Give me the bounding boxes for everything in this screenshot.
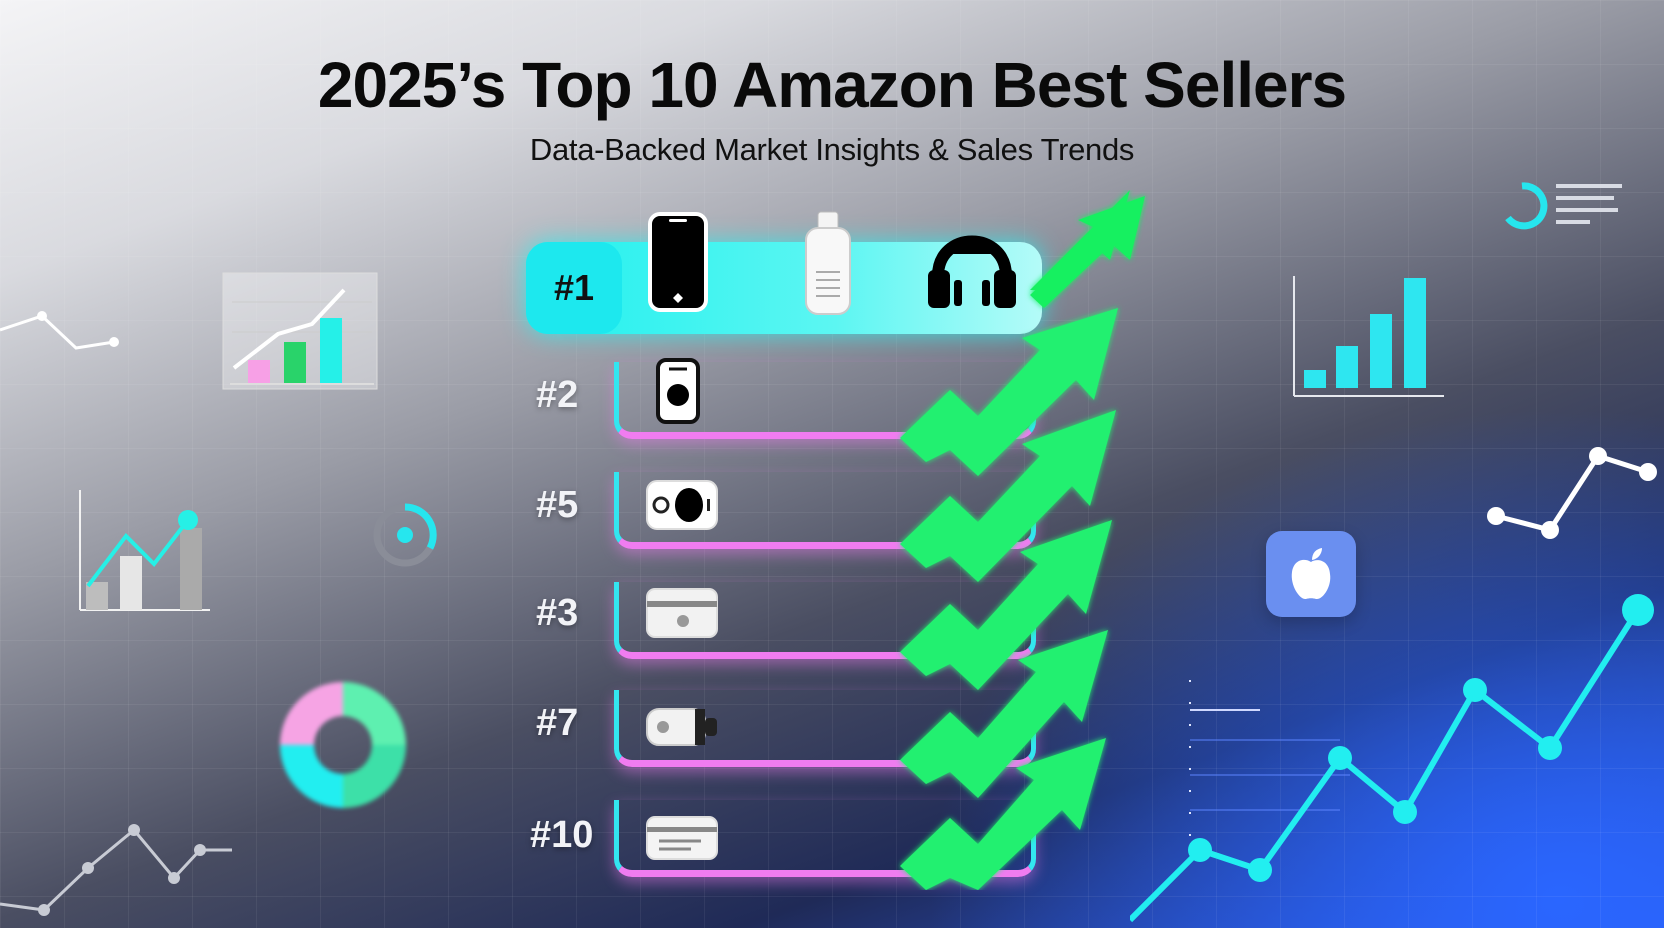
camera-icon bbox=[644, 478, 720, 532]
first-place-label: #1 bbox=[526, 242, 622, 334]
rank-label-7: #7 bbox=[536, 702, 579, 744]
gauge-icon bbox=[373, 503, 437, 567]
bottle-icon bbox=[800, 208, 856, 318]
smartphone-icon bbox=[646, 210, 710, 314]
bar-chart-card-icon bbox=[222, 272, 378, 390]
line-bar-chart-icon bbox=[79, 490, 210, 611]
ranking-row-10 bbox=[614, 800, 1036, 877]
trend-arrows-icon bbox=[900, 190, 1145, 890]
line-sparkline-icon bbox=[0, 311, 119, 350]
rising-bar-chart-icon bbox=[1293, 276, 1444, 397]
page-subtitle: Data-Backed Market Insights & Sales Tren… bbox=[529, 132, 1135, 167]
white-line-chart-icon bbox=[1487, 447, 1657, 539]
rank-label-5: #5 bbox=[536, 484, 579, 526]
bottom-line-sparkline-icon bbox=[0, 824, 232, 916]
usb-drive-icon bbox=[644, 704, 722, 750]
card-reader-icon bbox=[644, 586, 720, 640]
rank-label-10: #10 bbox=[530, 814, 594, 856]
gift-card-icon bbox=[644, 814, 720, 862]
rank-label-2: #2 bbox=[536, 374, 579, 416]
donut-chart-icon bbox=[280, 682, 406, 808]
apple-logo-icon bbox=[1266, 531, 1356, 617]
rank-label-3: #3 bbox=[536, 592, 579, 634]
smart-speaker-icon bbox=[654, 356, 702, 426]
blue-line-chart-icon bbox=[1130, 594, 1654, 923]
pie-list-icon bbox=[1505, 182, 1622, 230]
headphones-icon bbox=[924, 220, 1020, 312]
page-title: 2025’s Top 10 Amazon Best Sellers bbox=[317, 49, 1347, 121]
